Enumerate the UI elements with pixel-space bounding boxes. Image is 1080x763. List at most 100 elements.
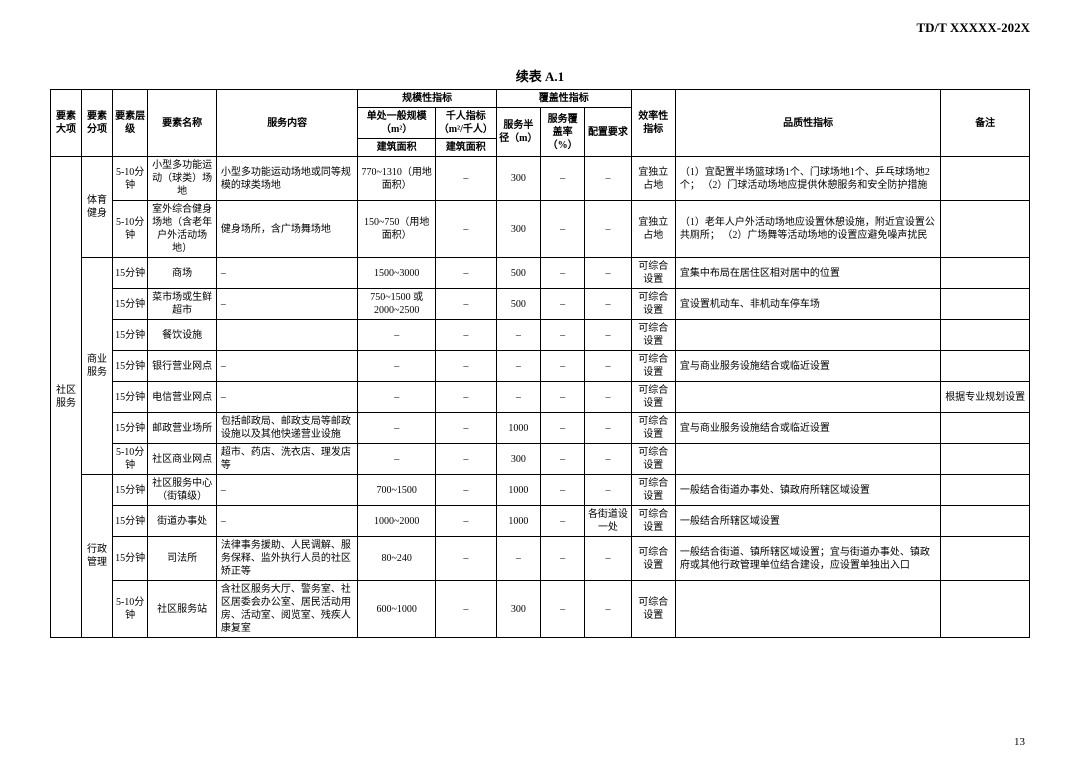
cell-cov: – (540, 157, 584, 201)
cell-note (941, 320, 1030, 351)
cell-level: 15分钟 (112, 475, 147, 506)
cell-rad: 500 (496, 258, 540, 289)
hdr-qual: 品质性指标 (675, 90, 940, 157)
hdr-scale-b: 建筑面积 (358, 139, 435, 157)
cell-rad: 500 (496, 289, 540, 320)
cell-scale: 150~750（用地面积） (358, 201, 435, 258)
cell-scale: 80~240 (358, 537, 435, 581)
cell-svc: 超市、药店、洗衣店、理发店等 (216, 444, 358, 475)
cell-level: 15分钟 (112, 506, 147, 537)
cell-eff: 可综合设置 (631, 289, 675, 320)
cell-req: – (585, 413, 631, 444)
cell-svc (216, 320, 358, 351)
cell-qk: – (435, 475, 496, 506)
cell-note (941, 475, 1030, 506)
cell-scale: 1500~3000 (358, 258, 435, 289)
cell-rad: 300 (496, 157, 540, 201)
cell-qk: – (435, 506, 496, 537)
cell-qual: 一般结合街道、镇所辖区域设置；宜与街道办事处、镇政府或其他行政管理单位结合建设，… (675, 537, 940, 581)
cell-sub: 行政管理 (81, 475, 112, 638)
table-header: 要素大项 要素分项 要素层级 要素名称 服务内容 规模性指标 覆盖性指标 效率性… (51, 90, 1030, 157)
cell-qk: – (435, 581, 496, 638)
cell-note (941, 201, 1030, 258)
cell-qual: 一般结合街道办事处、镇政府所辖区域设置 (675, 475, 940, 506)
cell-eff: 宜独立占地 (631, 157, 675, 201)
table-row: 社区服务体育健身5-10分钟小型多功能运动（球类）场地小型多功能运动场地或同等规… (51, 157, 1030, 201)
cell-qk: – (435, 258, 496, 289)
cell-eff: 可综合设置 (631, 537, 675, 581)
cell-req: – (585, 157, 631, 201)
cell-cov: – (540, 382, 584, 413)
table-row: 商业服务15分钟商场–1500~3000–500––可综合设置宜集中布局在居住区… (51, 258, 1030, 289)
cell-req: – (585, 581, 631, 638)
table-row: 15分钟街道办事处–1000~2000–1000–各街道设一处可综合设置一般结合… (51, 506, 1030, 537)
cell-eff: 可综合设置 (631, 506, 675, 537)
cell-scale: – (358, 320, 435, 351)
hdr-cov: 服务覆盖率（%） (540, 108, 584, 157)
table-row: 15分钟司法所法律事务援助、人民调解、服务保释、监外执行人员的社区矫正等80~2… (51, 537, 1030, 581)
cell-scale: 750~1500 或 2000~2500 (358, 289, 435, 320)
hdr-scale: 单处一般规模（m²） (358, 108, 435, 139)
table-title: 续表 A.1 (50, 66, 1030, 85)
cell-qual: 宜与商业服务设施结合或临近设置 (675, 413, 940, 444)
cell-req: – (585, 382, 631, 413)
cell-elem: 司法所 (148, 537, 217, 581)
cell-eff: 可综合设置 (631, 444, 675, 475)
cell-sub: 体育健身 (81, 157, 112, 258)
cell-cov: – (540, 289, 584, 320)
cell-elem: 社区服务中心（街镇级） (148, 475, 217, 506)
cell-elem: 街道办事处 (148, 506, 217, 537)
hdr-scale-group: 规模性指标 (358, 90, 496, 108)
cell-scale: – (358, 382, 435, 413)
cell-elem: 餐饮设施 (148, 320, 217, 351)
hdr-svc: 服务内容 (216, 90, 358, 157)
cell-qual (675, 382, 940, 413)
cell-qk: – (435, 351, 496, 382)
hdr-major: 要素大项 (51, 90, 82, 157)
hdr-req: 配置要求 (585, 108, 631, 157)
cell-rad: 300 (496, 581, 540, 638)
cell-level: 5-10分钟 (112, 201, 147, 258)
cell-elem: 社区商业网点 (148, 444, 217, 475)
cell-svc: – (216, 351, 358, 382)
cell-qual: （1）宜配置半场篮球场1个、门球场地1个、乒乓球场地2个； （2）门球活动场地应… (675, 157, 940, 201)
cell-note (941, 351, 1030, 382)
cell-svc: – (216, 289, 358, 320)
cell-cov: – (540, 506, 584, 537)
cell-svc: 小型多功能运动场地或同等规模的球类场地 (216, 157, 358, 201)
cell-note (941, 157, 1030, 201)
table-row: 15分钟餐饮设施–––––可综合设置 (51, 320, 1030, 351)
cell-note (941, 289, 1030, 320)
cell-qual: 宜设置机动车、非机动车停车场 (675, 289, 940, 320)
cell-qual: 宜集中布局在居住区相对居中的位置 (675, 258, 940, 289)
cell-eff: 宜独立占地 (631, 201, 675, 258)
cell-svc: – (216, 258, 358, 289)
cell-level: 15分钟 (112, 289, 147, 320)
table-row: 5-10分钟社区服务站含社区服务大厅、警务室、社区居委会办公室、居民活动用房、活… (51, 581, 1030, 638)
doc-id: TD/T XXXXX-202X (50, 20, 1030, 36)
table-row: 行政管理15分钟社区服务中心（街镇级）–700~1500–1000––可综合设置… (51, 475, 1030, 506)
cell-level: 15分钟 (112, 320, 147, 351)
cell-elem: 银行营业网点 (148, 351, 217, 382)
cell-svc: – (216, 506, 358, 537)
cell-level: 5-10分钟 (112, 581, 147, 638)
cell-qk: – (435, 320, 496, 351)
table-row: 15分钟电信营业网点––––––可综合设置根据专业规划设置 (51, 382, 1030, 413)
cell-note (941, 506, 1030, 537)
cell-level: 5-10分钟 (112, 157, 147, 201)
cell-rad: 1000 (496, 475, 540, 506)
page-number: 13 (1014, 736, 1025, 748)
cell-qk: – (435, 537, 496, 581)
cell-rad: – (496, 351, 540, 382)
cell-svc: 含社区服务大厅、警务室、社区居委会办公室、居民活动用房、活动室、阅览室、残疾人康… (216, 581, 358, 638)
cell-req: – (585, 258, 631, 289)
cell-svc: 健身场所，含广场舞场地 (216, 201, 358, 258)
cell-scale: 700~1500 (358, 475, 435, 506)
cell-scale: 600~1000 (358, 581, 435, 638)
cell-qk: – (435, 157, 496, 201)
cell-svc: 包括邮政局、邮政支局等邮政设施以及其他快递营业设施 (216, 413, 358, 444)
cell-req: – (585, 475, 631, 506)
cell-cov: – (540, 320, 584, 351)
hdr-note: 备注 (941, 90, 1030, 157)
cell-note (941, 537, 1030, 581)
